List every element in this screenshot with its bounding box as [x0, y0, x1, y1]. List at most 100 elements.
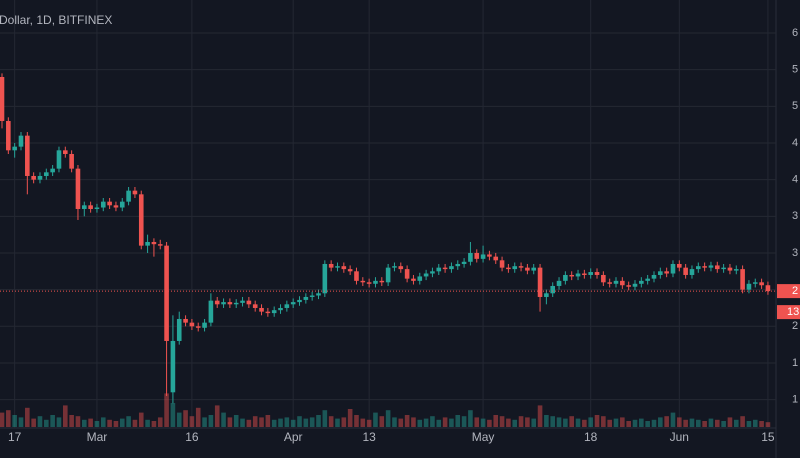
candle-body	[461, 261, 467, 264]
volume-bar	[588, 417, 593, 427]
volume-bar	[183, 410, 188, 427]
volume-bar	[170, 403, 176, 427]
candle-body	[556, 280, 562, 286]
volume-bar	[752, 419, 758, 427]
candle-body	[544, 293, 549, 297]
volume-bar	[290, 419, 296, 427]
candle-body	[303, 296, 309, 300]
candle-body	[88, 205, 93, 209]
candle-body	[683, 267, 688, 275]
x-tick-label: 15	[761, 430, 775, 444]
volume-bar	[569, 416, 574, 427]
candle-body	[240, 300, 245, 303]
candle-body	[354, 271, 359, 281]
volume-bar	[733, 419, 739, 427]
volume-bar	[550, 416, 556, 427]
candle-body	[31, 175, 36, 180]
volume-bar	[347, 409, 353, 427]
candle-body	[151, 241, 157, 245]
candle-body	[759, 282, 764, 286]
candle-body	[271, 310, 277, 314]
candle-body	[259, 307, 264, 312]
volume-bar	[455, 415, 461, 427]
volume-bar	[512, 419, 518, 427]
volume-bar	[582, 419, 587, 427]
volume-bar	[157, 417, 163, 427]
candle-body	[651, 274, 657, 279]
volume-bar	[664, 416, 669, 427]
volume-bar	[138, 412, 144, 427]
volume-bar	[113, 421, 119, 427]
candle-body	[677, 263, 682, 268]
candle-body	[50, 168, 55, 173]
y-tick-label: 5	[792, 100, 798, 112]
volume-bar	[284, 417, 290, 427]
volume-bar	[487, 419, 492, 427]
candle-body	[44, 172, 49, 176]
candle-body	[746, 283, 752, 290]
candle-body	[63, 150, 68, 154]
x-tick-label: Jun	[670, 430, 689, 444]
volume-bar	[525, 417, 530, 427]
candle-body	[56, 150, 62, 169]
candle-body	[423, 273, 429, 277]
candle-body	[499, 260, 505, 268]
candle-body	[721, 267, 726, 270]
y-tick-label: 3	[792, 210, 798, 222]
volume-bar	[88, 418, 93, 427]
volume-bar	[69, 415, 74, 427]
volume-bar	[278, 418, 283, 427]
volume-bar	[335, 418, 340, 427]
volume-bar	[316, 415, 321, 427]
candle-body	[341, 266, 347, 270]
volume-bar	[721, 421, 726, 427]
candle-body	[664, 271, 669, 274]
candle-body	[290, 302, 296, 305]
volume-bar	[461, 416, 467, 427]
candle-body	[176, 318, 182, 341]
candle-body	[164, 245, 169, 341]
candle-body	[94, 207, 100, 209]
candle-body	[170, 340, 176, 393]
volume-bar	[563, 418, 568, 427]
countdown-box	[777, 305, 800, 320]
candle-body	[25, 135, 30, 176]
volume-bar	[626, 421, 631, 427]
candle-body	[601, 274, 606, 283]
candle-body	[714, 265, 720, 270]
volume-bar	[297, 416, 302, 427]
x-tick-label: 16	[185, 430, 199, 444]
y-tick-label: 4	[792, 174, 798, 186]
candle-body	[284, 304, 290, 308]
volume-bar	[765, 422, 771, 427]
candle-body	[639, 280, 644, 284]
y-tick-label: 5	[792, 64, 798, 76]
volume-bar	[214, 405, 220, 427]
candle-body	[145, 241, 150, 246]
volume-bar	[309, 417, 315, 427]
y-tick-label: 6	[792, 27, 798, 39]
volume-bar	[449, 418, 454, 427]
candle-body	[430, 271, 435, 274]
candle-body	[575, 273, 581, 277]
volume-bar	[50, 415, 55, 427]
candle-body	[69, 153, 74, 169]
candle-body	[404, 269, 410, 279]
candle-body	[708, 265, 714, 268]
candle-body	[525, 267, 530, 271]
volume-bar	[677, 417, 682, 427]
candle-body	[75, 168, 81, 209]
candle-body	[316, 293, 321, 296]
volume-bar	[651, 419, 657, 427]
x-tick-label: 18	[584, 430, 598, 444]
candles	[0, 73, 776, 427]
volume-bar	[423, 418, 429, 427]
candle-body	[100, 201, 106, 208]
y-tick-label: 4	[792, 137, 798, 149]
volume-bar	[341, 417, 347, 427]
candle-body	[18, 135, 24, 147]
volume-bar	[202, 417, 207, 427]
volume-bar	[620, 417, 625, 427]
volume-bar	[100, 417, 106, 427]
